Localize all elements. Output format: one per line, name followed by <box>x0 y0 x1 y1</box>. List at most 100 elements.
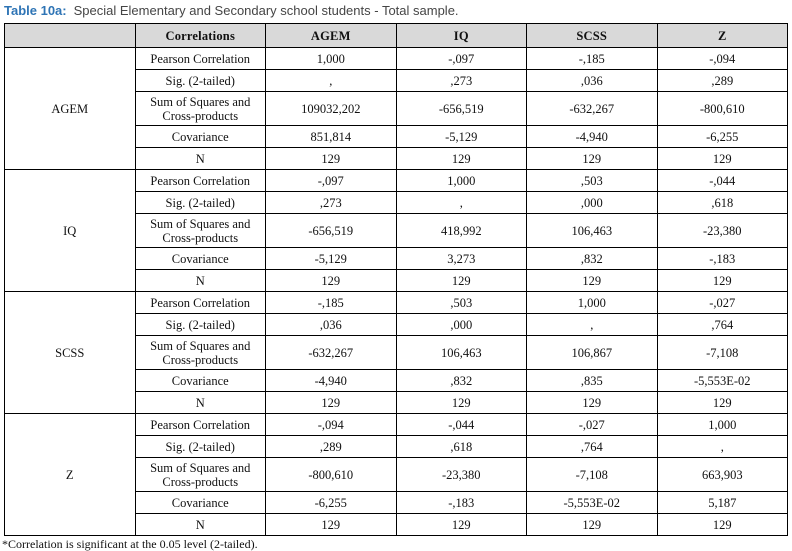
table-row: AGEM Pearson Correlation 1,000 -,097 -,185 -,… <box>4 47 788 170</box>
table-row: Sig. (2-tailed) ,273, ,000,618 <box>5 191 788 214</box>
table-row: Sum of Squares and Cross-products -656,51… <box>5 213 788 248</box>
value-cell: 109032,202 <box>265 91 397 126</box>
value-cell: 1,000 <box>265 47 397 70</box>
value-cell: ,503 <box>395 291 527 314</box>
value-cell: 1,000 <box>395 169 527 192</box>
value-cell: 106,463 <box>395 335 527 370</box>
value-cell: -23,380 <box>656 213 788 248</box>
stat-label: Covariance <box>134 125 266 148</box>
stat-label: N <box>134 147 266 170</box>
table-row: N 129 129 129 129 <box>5 147 788 170</box>
row-group-label: AGEM <box>4 47 136 170</box>
value-cell: ,289 <box>656 69 788 92</box>
value-cell: -,097 <box>265 169 397 192</box>
value-cell: 129 <box>395 513 527 536</box>
value-cell: 129 <box>526 391 658 414</box>
table-header-row: Correlations AGEM IQ SCSS Z <box>4 23 788 48</box>
value-cell: 1,000 <box>526 291 658 314</box>
header-cell: AGEM <box>265 23 397 48</box>
value-cell: -632,267 <box>526 91 658 126</box>
stat-label: Sig. (2-tailed) <box>134 313 266 336</box>
value-cell: -800,610 <box>265 457 397 492</box>
table-row: N 129 129 129 129 <box>5 391 788 414</box>
value-cell: , <box>395 191 527 214</box>
value-cell: 129 <box>526 147 658 170</box>
stat-label: Pearson Correlation <box>134 291 266 314</box>
stat-label: Sum of Squares and Cross-products <box>134 335 266 370</box>
value-cell: -5,129 <box>265 247 397 270</box>
stat-label: Covariance <box>134 247 266 270</box>
stat-label: Sig. (2-tailed) <box>134 191 266 214</box>
table-body: AGEM Pearson Correlation 1,000 -,097 -,185 -,… <box>4 47 788 536</box>
header-cell-empty <box>4 23 136 48</box>
table-row: Covariance 851,814 -5,129 -4,940 -6,255 <box>5 125 788 148</box>
value-cell: -,183 <box>395 491 527 514</box>
value-cell: 129 <box>656 147 788 170</box>
stat-label: Covariance <box>134 491 266 514</box>
value-cell: -5,553E-02 <box>526 491 658 514</box>
table-caption: Table 10a: Special Elementary and Seconda… <box>0 0 792 23</box>
table-row: Covariance -5,129 3,273,832 -,183 <box>5 247 788 270</box>
value-cell: -5,129 <box>395 125 527 148</box>
stat-label: N <box>134 391 266 414</box>
correlations-table: Correlations AGEM IQ SCSS Z AGEM Pearson Corr… <box>4 23 788 536</box>
table-title-text: Special Elementary and Secondary school … <box>73 3 459 18</box>
value-cell: ,764 <box>656 313 788 336</box>
value-cell: -,097 <box>395 47 527 70</box>
stat-label: Sum of Squares and Cross-products <box>134 213 266 248</box>
value-cell: 129 <box>395 391 527 414</box>
value-cell: , <box>265 69 397 92</box>
value-cell: -7,108 <box>656 335 788 370</box>
table-row: Covariance -4,940,832,835 -5,553E-02 <box>5 369 788 392</box>
value-cell: 106,463 <box>526 213 658 248</box>
table-row: Sig. (2-tailed) ,289,618,764, <box>5 435 788 458</box>
table-row: N 129 129 129 129 <box>5 269 788 292</box>
value-cell: -23,380 <box>395 457 527 492</box>
value-cell: -4,940 <box>526 125 658 148</box>
value-cell: ,618 <box>656 191 788 214</box>
value-cell: -,044 <box>395 413 527 436</box>
stat-label: Covariance <box>134 369 266 392</box>
value-cell: ,036 <box>526 69 658 92</box>
table-row: N 129 129 129 129 <box>5 513 788 536</box>
value-cell: ,000 <box>395 313 527 336</box>
value-cell: 129 <box>265 269 397 292</box>
stat-label: N <box>134 269 266 292</box>
value-cell: ,000 <box>526 191 658 214</box>
value-cell: -,094 <box>265 413 397 436</box>
value-cell: 129 <box>656 269 788 292</box>
value-cell: -,027 <box>526 413 658 436</box>
value-cell: -,027 <box>656 291 788 314</box>
value-cell: 5,187 <box>656 491 788 514</box>
value-cell: -,185 <box>526 47 658 70</box>
stat-label: Sig. (2-tailed) <box>134 435 266 458</box>
stat-label: Pearson Correlation <box>134 169 266 192</box>
table-row: Sig. (2-tailed) ,036,000, ,764 <box>5 313 788 336</box>
stat-label: N <box>134 513 266 536</box>
value-cell: -4,940 <box>265 369 397 392</box>
value-cell: -632,267 <box>265 335 397 370</box>
value-cell: , <box>656 435 788 458</box>
header-cell: SCSS <box>526 23 658 48</box>
header-cell: Correlations <box>134 23 266 48</box>
table-row: SCSS Pearson Correlation -,185,503 1,000 -,0… <box>4 291 788 414</box>
table-row: Z Pearson Correlation -,094 -,044 -,027 1,000 <box>4 413 788 536</box>
value-cell: 129 <box>526 513 658 536</box>
value-cell: ,273 <box>395 69 527 92</box>
value-cell: ,764 <box>526 435 658 458</box>
value-cell: ,289 <box>265 435 397 458</box>
value-cell: -5,553E-02 <box>656 369 788 392</box>
value-cell: 129 <box>265 513 397 536</box>
value-cell: 663,903 <box>656 457 788 492</box>
value-cell: -,094 <box>656 47 788 70</box>
value-cell: ,273 <box>265 191 397 214</box>
value-cell: 129 <box>656 391 788 414</box>
stat-label: Sum of Squares and Cross-products <box>134 91 266 126</box>
value-cell: -,185 <box>265 291 397 314</box>
value-cell: -6,255 <box>656 125 788 148</box>
stat-label: Pearson Correlation <box>134 47 266 70</box>
row-group-label: IQ <box>4 169 136 292</box>
stat-label: Sum of Squares and Cross-products <box>134 457 266 492</box>
table-number: Table 10a: <box>4 3 67 18</box>
